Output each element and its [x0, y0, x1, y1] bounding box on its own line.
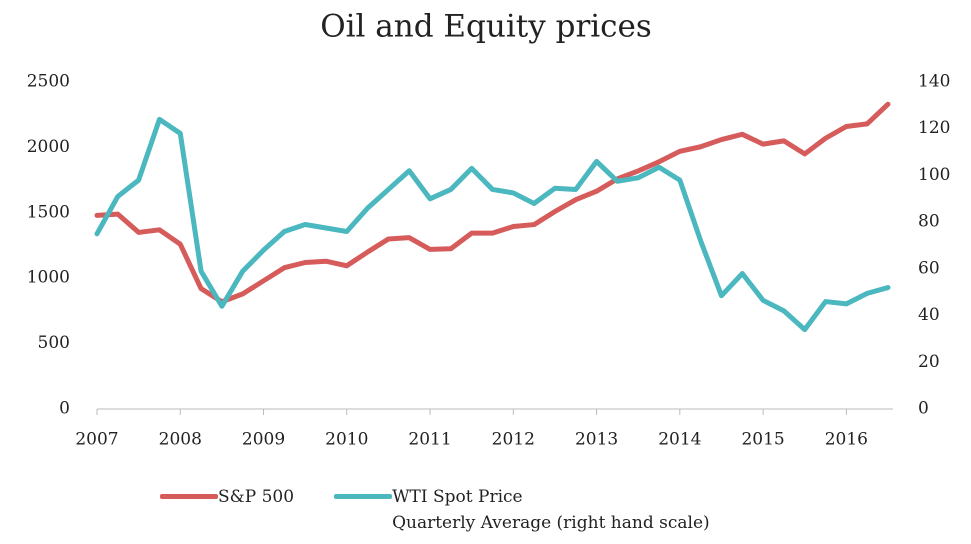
y2-tick-label: 80	[918, 212, 940, 232]
chart-title: Oil and Equity prices	[320, 9, 652, 45]
legend-swatch	[334, 494, 393, 499]
x-tick-label: 2013	[575, 430, 618, 450]
y-tick-label: 0	[59, 399, 70, 419]
y2-tick-label: 40	[918, 305, 940, 325]
x-tick-label: 2015	[741, 430, 784, 450]
x-tick-label: 2011	[408, 430, 451, 450]
x-tick-label: 2010	[325, 430, 368, 450]
chart: Oil and Equity prices 050010001500200025…	[27, 9, 951, 450]
x-tick-label: 2014	[658, 430, 701, 450]
legend: S&P 500 WTI Spot Price Quarterly Average …	[160, 484, 710, 536]
x-tick-label: 2012	[492, 430, 535, 450]
y-tick-label: 2000	[27, 137, 70, 157]
y-tick-label: 1000	[27, 268, 70, 288]
y2-tick-label: 140	[918, 72, 950, 92]
x-tick-label: 2008	[159, 430, 202, 450]
legend-label: WTI Spot Price Quarterly Average (right …	[392, 487, 710, 533]
y-tick-label: 2500	[27, 72, 70, 92]
legend-item: WTI Spot Price Quarterly Average (right …	[334, 484, 710, 536]
y2-tick-label: 100	[918, 165, 950, 185]
y2-tick-label: 120	[918, 118, 950, 138]
x-tick-label: 2007	[75, 430, 118, 450]
y-tick-label: 500	[38, 333, 70, 353]
y2-tick-label: 20	[918, 352, 940, 372]
x-tick-label: 2009	[242, 430, 285, 450]
series-line	[94, 101, 891, 305]
y2-tick-label: 0	[918, 399, 929, 419]
x-tick-label: 2016	[825, 430, 868, 450]
legend-item: S&P 500	[160, 484, 294, 536]
y2-tick-label: 60	[918, 258, 940, 278]
y-tick-label: 1500	[27, 202, 70, 222]
legend-label: S&P 500	[218, 487, 295, 507]
series-line	[94, 116, 891, 333]
legend-swatch	[160, 494, 218, 499]
